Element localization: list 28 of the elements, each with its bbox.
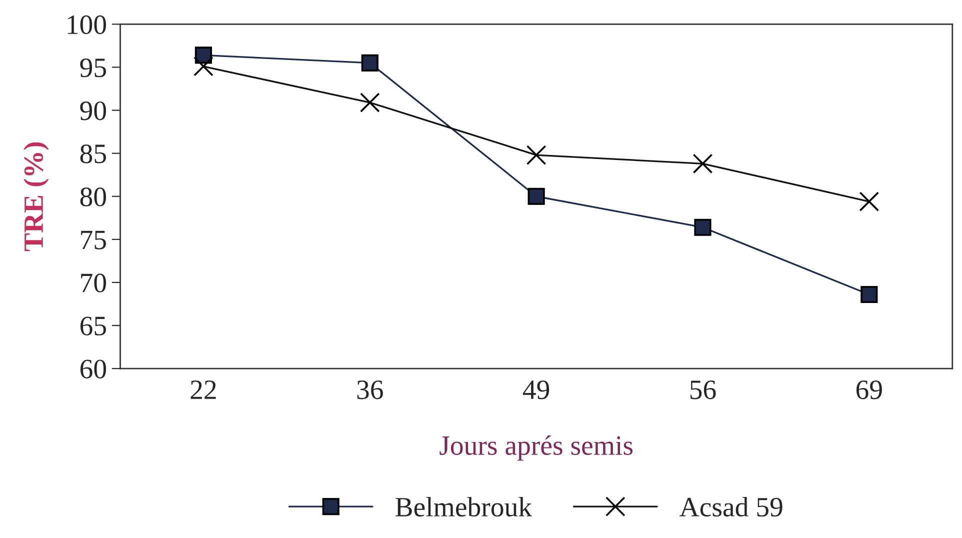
x-axis-title: Jours aprés semis [440, 435, 633, 461]
point [528, 188, 545, 205]
y-tick-label: 90 [80, 101, 106, 120]
y-tick-label: 75 [81, 230, 106, 250]
x-tick-label: 56 [690, 380, 716, 400]
y-tick-label: 60 [80, 360, 106, 378]
point [194, 46, 212, 64]
x-tick-label: 22 [190, 380, 216, 399]
x-tick-label: 49 [522, 380, 550, 400]
point [692, 154, 713, 174]
y-axis-title: TRE (%) [24, 142, 49, 252]
point [360, 92, 380, 112]
point [860, 286, 878, 304]
point [526, 145, 546, 165]
y-tick-label: 100 [68, 15, 106, 34]
y-tick-label: 65 [80, 316, 106, 336]
point [859, 192, 880, 212]
legend-label: Belmebrouk [396, 496, 532, 517]
y-tick-label: 70 [81, 274, 106, 292]
x-tick-label: 69 [856, 380, 882, 400]
point [694, 218, 712, 236]
point [194, 56, 214, 76]
x-tick-label: 36 [357, 380, 383, 400]
y-tick-label: 85 [80, 144, 106, 164]
y-tick-label: 80 [80, 188, 106, 206]
point [361, 54, 378, 72]
legend-label: Acsad 59 [680, 496, 782, 517]
y-tick-label: 95 [80, 58, 106, 78]
